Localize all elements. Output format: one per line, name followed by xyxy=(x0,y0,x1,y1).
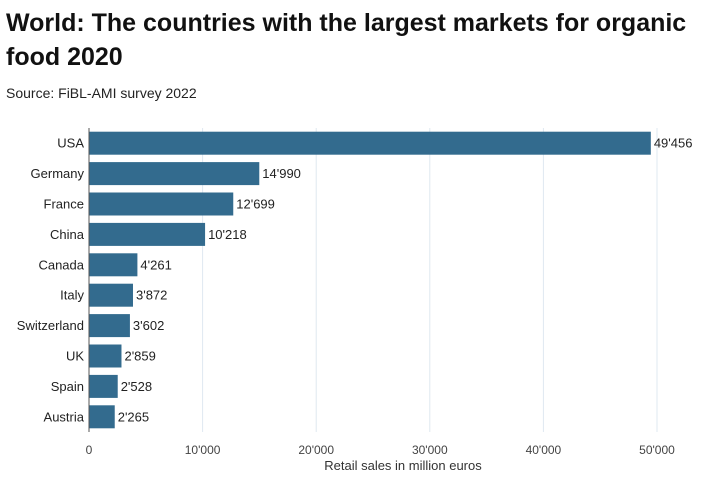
x-tick-label: 50'000 xyxy=(639,443,675,457)
category-label: Germany xyxy=(31,166,85,181)
x-axis-ticks: 0 10'000 20'000 30'000 40'000 50'000 xyxy=(86,443,675,457)
category-label: Switzerland xyxy=(17,318,84,333)
bar-canada xyxy=(89,253,138,277)
bar-austria xyxy=(89,405,115,429)
x-tick-label: 30'000 xyxy=(412,443,448,457)
x-axis-title: Retail sales in million euros xyxy=(324,458,482,473)
x-tick-label: 20'000 xyxy=(298,443,334,457)
bars xyxy=(89,131,651,429)
bar-france xyxy=(89,192,234,216)
value-label: 2'859 xyxy=(124,349,155,364)
chart-subtitle: Source: FiBL-AMI survey 2022 xyxy=(6,85,197,101)
value-label: 4'261 xyxy=(140,257,171,272)
value-label: 2'528 xyxy=(121,379,152,394)
value-label: 12'699 xyxy=(236,197,275,212)
category-label: Austria xyxy=(44,409,85,424)
category-label: France xyxy=(44,197,84,212)
category-label: Italy xyxy=(60,288,84,303)
bar-usa xyxy=(89,131,651,155)
value-label: 14'990 xyxy=(262,166,301,181)
value-label: 49'456 xyxy=(654,136,693,151)
x-tick-label: 0 xyxy=(86,443,93,457)
x-tick-label: 40'000 xyxy=(526,443,562,457)
category-label: USA xyxy=(57,136,84,151)
category-label: Spain xyxy=(51,379,84,394)
chart-title: World: The countries with the largest ma… xyxy=(6,9,687,71)
bar-italy xyxy=(89,283,133,307)
bar-germany xyxy=(89,162,260,186)
bar-spain xyxy=(89,374,118,398)
category-label: China xyxy=(50,227,85,242)
value-labels: 49'456 14'990 12'699 10'218 4'261 3'872 3'602 2… xyxy=(118,136,693,425)
value-label: 10'218 xyxy=(208,227,247,242)
gridlines xyxy=(202,128,658,432)
value-label: 2'265 xyxy=(118,409,149,424)
bar-uk xyxy=(89,344,122,368)
bar-china xyxy=(89,222,206,246)
category-label: Canada xyxy=(38,257,84,272)
bar-switzerland xyxy=(89,314,130,338)
value-label: 3'602 xyxy=(133,318,164,333)
value-label: 3'872 xyxy=(136,288,167,303)
x-tick-label: 10'000 xyxy=(185,443,221,457)
category-labels: USA Germany France China Canada Italy Switzerl… xyxy=(17,136,85,425)
category-label: UK xyxy=(66,349,84,364)
